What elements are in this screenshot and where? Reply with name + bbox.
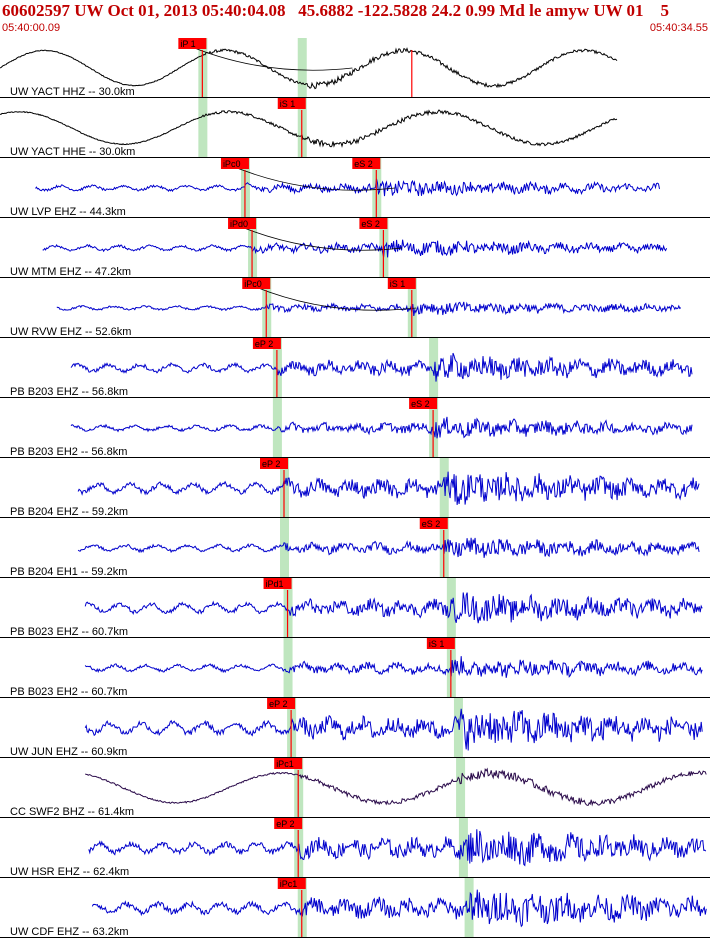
trace-track: eS 2 PB B204 EH1 -- 59.2km — [0, 518, 710, 578]
phase-pick-label: iS 1 — [280, 99, 296, 109]
waveform-trace — [84, 592, 703, 624]
phase-pick-label: iPc1 — [276, 759, 294, 769]
waveform-trace — [88, 829, 707, 867]
travel-time-curve — [246, 282, 417, 311]
waveform-trace — [70, 416, 693, 439]
trace-track: iPd1 PB B023 EHZ -- 60.7km — [0, 578, 710, 638]
waveform-trace — [77, 537, 700, 558]
station-label: PB B204 EHZ -- 59.2km — [10, 506, 128, 518]
phase-window-band — [429, 338, 439, 398]
phase-pick-box — [277, 878, 306, 889]
phase-pick-label: eP 2 — [276, 819, 294, 829]
phase-pick-label: iPc1 — [280, 879, 298, 889]
phase-pick-label: eS 2 — [422, 519, 441, 529]
station-label: UW JUN EHZ -- 60.9km — [10, 746, 127, 758]
phase-pick-label: iS 1 — [429, 639, 445, 649]
waveform-trace — [70, 352, 693, 382]
trace-track: iS 1 UW YACT HHE -- 30.0km — [0, 98, 710, 158]
travel-time-curve — [231, 222, 403, 251]
phase-window-band — [297, 38, 307, 98]
station-label: UW RVW EHZ -- 52.6km — [10, 326, 131, 338]
phase-pick-label: eP 2 — [255, 339, 273, 349]
phase-pick-box — [228, 218, 257, 229]
waveform-trace — [56, 301, 682, 316]
event-summary-title: 60602597 UW Oct 01, 2013 05:40:04.08 45.… — [2, 1, 670, 20]
phase-pick-label: iP 1 — [180, 39, 195, 49]
phase-pick-label: iPc0 — [244, 279, 262, 289]
window-start-time: 05:40:00.09 — [2, 22, 61, 34]
waveform-trace — [0, 109, 618, 148]
station-label: UW YACT HHZ -- 30.0km — [10, 86, 135, 98]
waveform-trace — [42, 239, 668, 258]
phase-pick-box — [178, 38, 207, 49]
seismogram-header: 60602597 UW Oct 01, 2013 05:40:04.08 45.… — [0, 0, 710, 38]
station-label: UW HSR EHZ -- 62.4km — [10, 866, 129, 878]
trace-track: eP 2 PB B203 EHZ -- 56.8km — [0, 338, 710, 398]
phase-pick-box — [352, 158, 381, 169]
phase-window-band — [280, 518, 289, 578]
station-label: CC SWF2 BHZ -- 61.4km — [10, 806, 134, 818]
waveform-trace — [84, 656, 703, 678]
trace-track: eP 2 UW HSR EHZ -- 62.4km — [0, 818, 710, 878]
phase-pick-label: eS 2 — [361, 219, 380, 229]
trace-track: iPc1 UW CDF EHZ -- 63.2km — [0, 878, 710, 938]
phase-window-band — [198, 98, 208, 158]
phase-window-band — [453, 698, 463, 758]
phase-pick-box — [419, 518, 448, 529]
station-label: PB B203 EH2 -- 56.8km — [10, 446, 127, 458]
station-label: UW MTM EHZ -- 47.2km — [10, 266, 131, 278]
phase-pick-box — [267, 698, 296, 709]
waveform-trace — [84, 767, 707, 807]
phase-pick-box — [387, 278, 416, 289]
trace-track: eP 2 UW JUN EHZ -- 60.9km — [0, 698, 710, 758]
trace-track: eS 2 PB B203 EH2 -- 56.8km — [0, 398, 710, 458]
waveform-trace — [35, 178, 660, 197]
travel-time-curve — [182, 42, 353, 71]
travel-time-curve — [224, 162, 395, 191]
phase-pick-label: eP 2 — [269, 699, 287, 709]
station-label: PB B023 EHZ -- 60.7km — [10, 626, 128, 638]
phase-pick-box — [252, 338, 281, 349]
phase-pick-box — [426, 638, 455, 649]
phase-pick-label: eP 2 — [262, 459, 280, 469]
phase-window-band — [283, 638, 293, 698]
waveform-trace — [84, 708, 703, 751]
trace-track: iPd0 eS 2 UW MTM EHZ -- 47.2km — [0, 218, 710, 278]
seismogram-record-section: iP 1 UW YACT HHZ -- 30.0km iS 1 UW YACT HHE… — [0, 38, 710, 938]
waveform-trace — [0, 47, 618, 90]
phase-pick-box — [274, 758, 303, 769]
phase-pick-box — [242, 278, 271, 289]
station-label: UW LVP EHZ -- 44.3km — [10, 206, 126, 218]
trace-track: iPc1 CC SWF2 BHZ -- 61.4km — [0, 758, 710, 818]
phase-pick-box — [409, 398, 438, 409]
phase-pick-box — [359, 218, 388, 229]
phase-pick-label: iS 1 — [390, 279, 406, 289]
trace-track: iS 1 PB B023 EH2 -- 60.7km — [0, 638, 710, 698]
phase-window-band — [456, 758, 466, 818]
phase-pick-label: iPc0 — [223, 159, 241, 169]
phase-pick-box — [277, 98, 306, 109]
trace-track: iPc0 eS 2 UW LVP EHZ -- 44.3km — [0, 158, 710, 218]
phase-pick-label: eS 2 — [411, 399, 430, 409]
trace-track: iPc0 iS 1 UW RVW EHZ -- 52.6km — [0, 278, 710, 338]
station-label: PB B023 EH2 -- 60.7km — [10, 686, 127, 698]
station-label: UW YACT HHE -- 30.0km — [10, 146, 135, 158]
trace-track: eP 2 PB B204 EHZ -- 59.2km — [0, 458, 710, 518]
waveform-trace — [77, 471, 700, 505]
phase-pick-label: eS 2 — [354, 159, 373, 169]
phase-pick-box — [220, 158, 249, 169]
phase-pick-box — [263, 578, 292, 589]
phase-pick-label: iPd1 — [266, 579, 284, 589]
phase-pick-box — [274, 818, 303, 829]
waveform-trace — [91, 889, 707, 928]
phase-pick-label: iPd0 — [230, 219, 248, 229]
station-label: UW CDF EHZ -- 63.2km — [10, 926, 129, 938]
station-label: PB B203 EHZ -- 56.8km — [10, 386, 128, 398]
phase-pick-box — [260, 458, 288, 469]
window-end-time: 05:40:34.55 — [649, 22, 708, 34]
phase-window-band — [446, 578, 456, 638]
trace-track: iP 1 UW YACT HHZ -- 30.0km — [0, 38, 710, 98]
station-label: PB B204 EH1 -- 59.2km — [10, 566, 127, 578]
